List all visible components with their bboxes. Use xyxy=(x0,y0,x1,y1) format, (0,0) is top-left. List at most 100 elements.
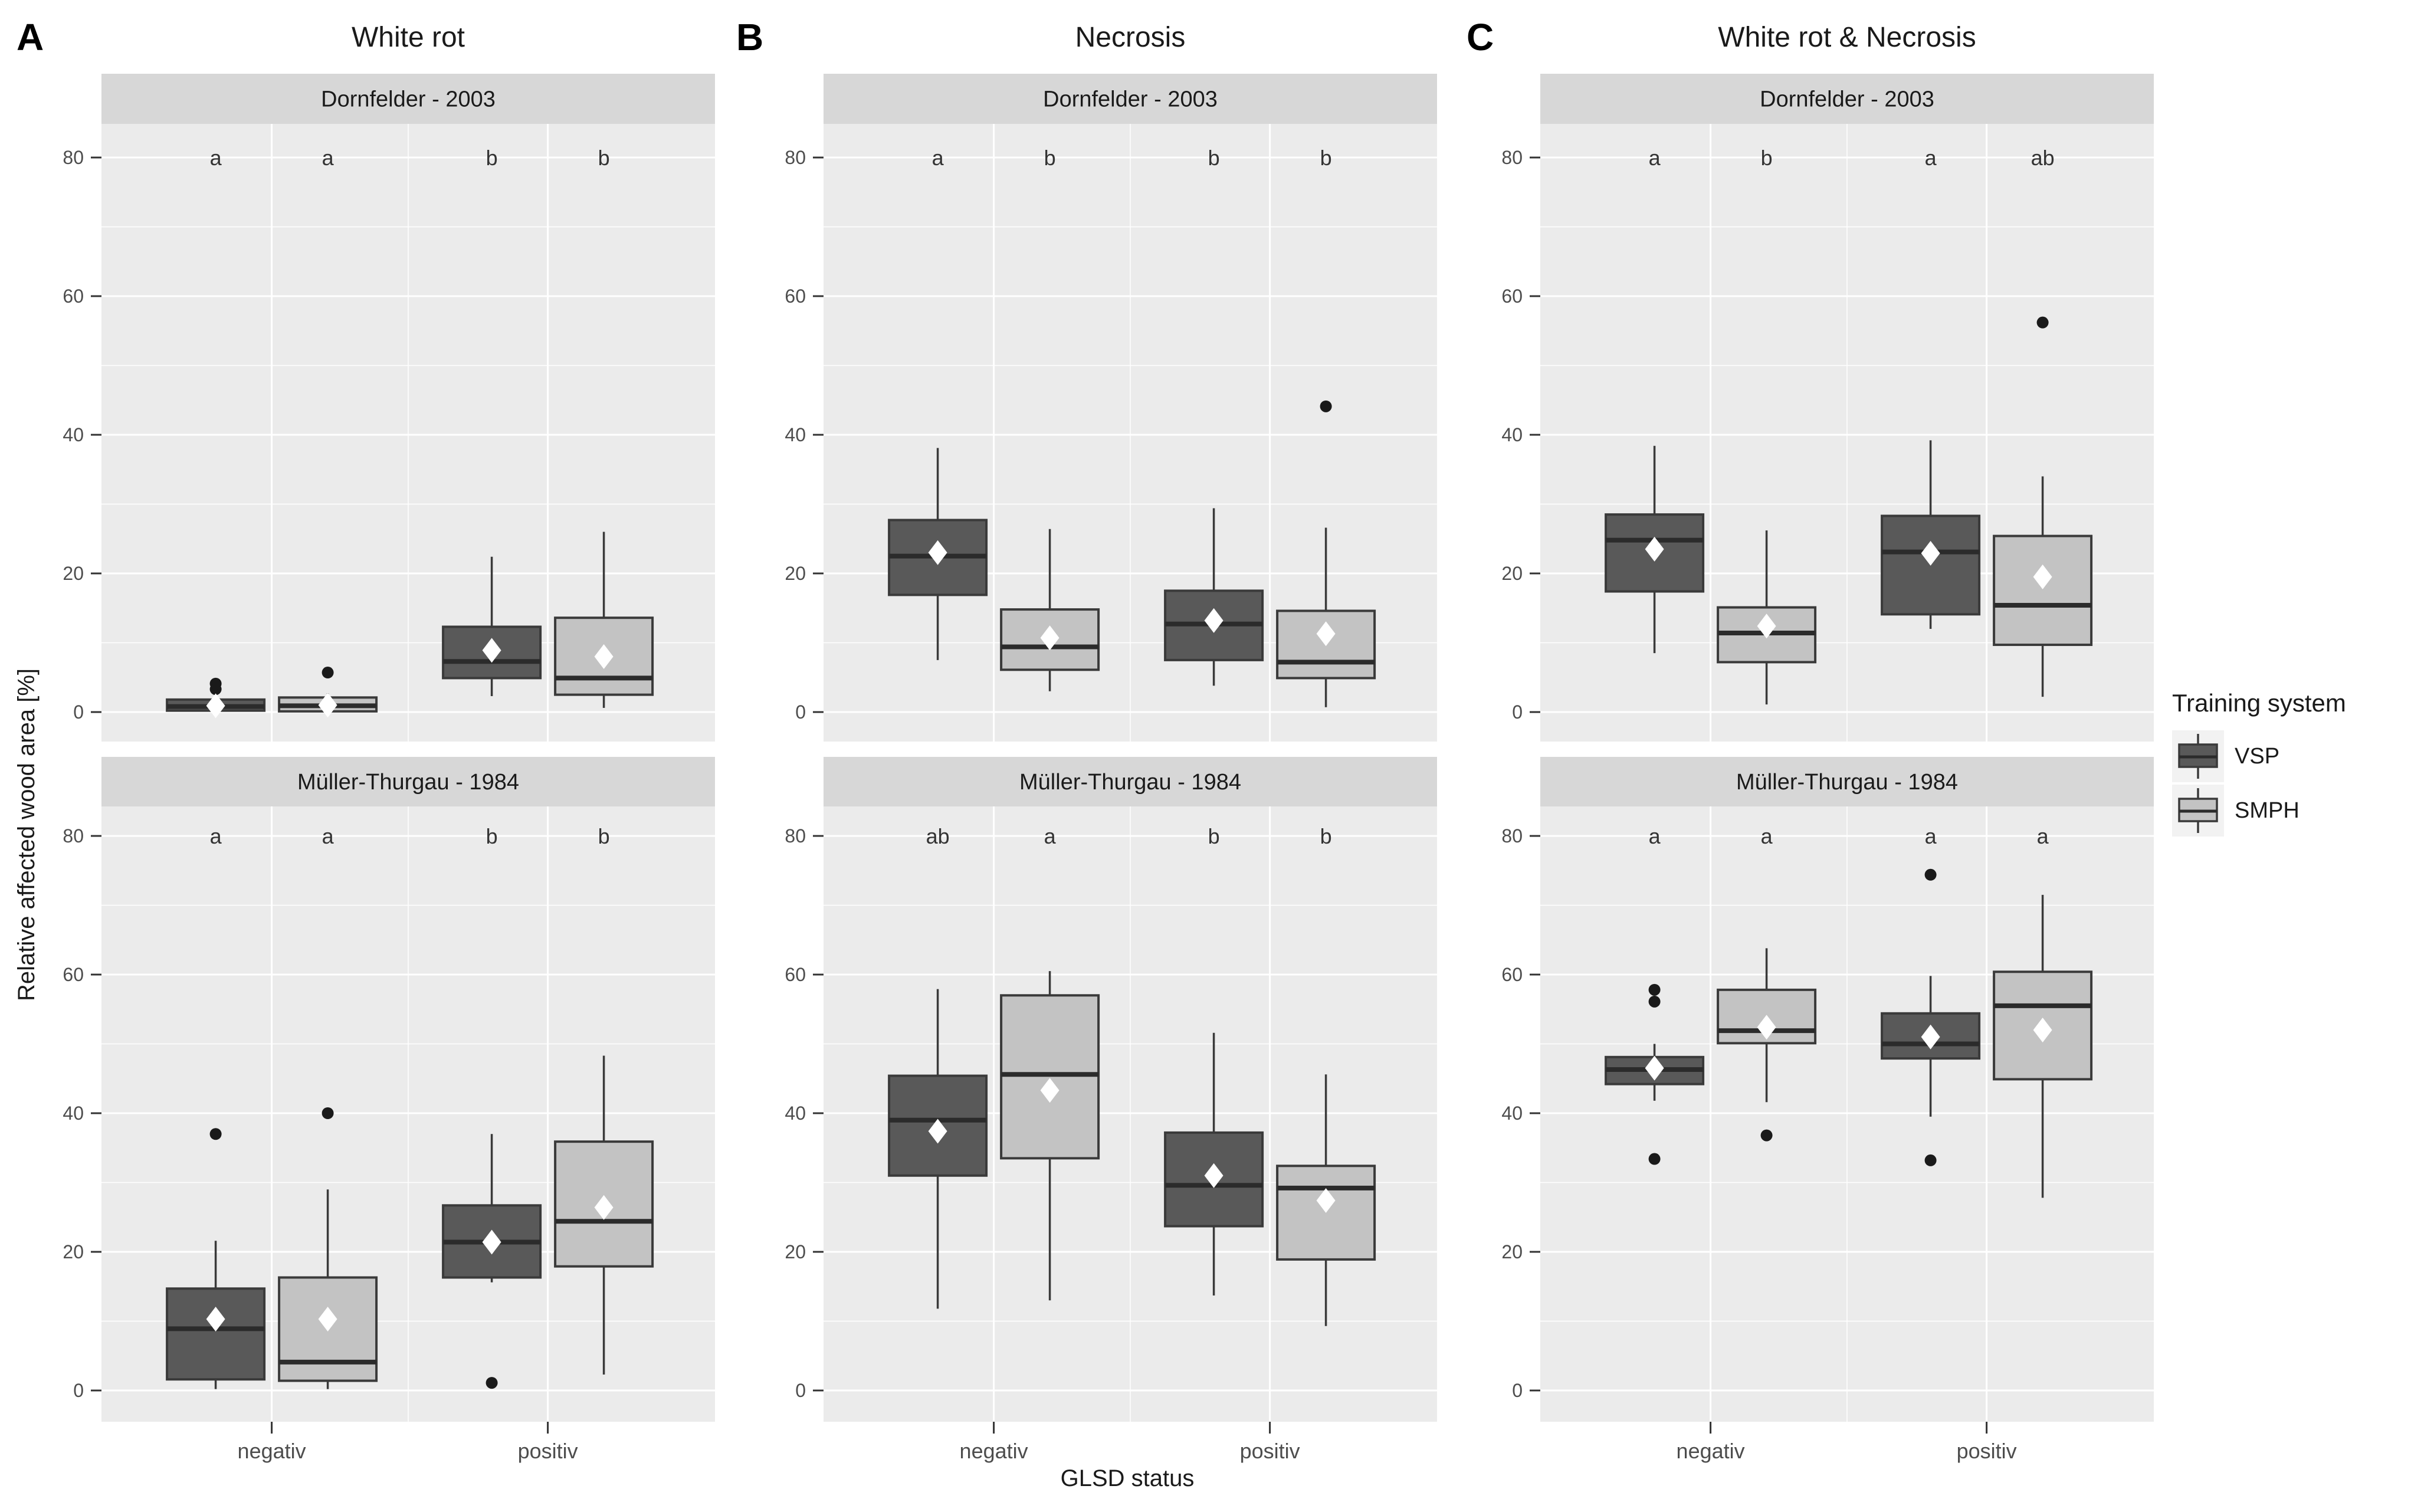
mean-diamond xyxy=(482,1229,501,1255)
y-tick-label: 20 xyxy=(63,563,84,584)
facet-strip-label: Dornfelder - 2003 xyxy=(1760,87,1934,112)
y-tick-label: 0 xyxy=(795,701,806,723)
outlier-point xyxy=(1648,1153,1661,1165)
panel-title-white-rot-necrosis: White rot & Necrosis xyxy=(1718,22,1976,53)
x-axis-title: GLSD status xyxy=(1060,1465,1195,1491)
facet-strip xyxy=(1540,757,2154,806)
x-tick-label: negativ xyxy=(238,1439,306,1463)
mean-diamond xyxy=(1040,625,1059,651)
outlier-point xyxy=(322,1107,334,1119)
mean-diamond xyxy=(928,1119,947,1144)
facet-strip-label: Müller-Thurgau - 1984 xyxy=(1736,770,1958,795)
mean-diamond xyxy=(1921,540,1940,566)
sig-letter: b xyxy=(486,146,498,170)
outlier-point xyxy=(1924,1154,1937,1166)
y-tick-label: 60 xyxy=(1501,964,1523,985)
x-tick-label: negativ xyxy=(1677,1439,1745,1463)
sig-letter: b xyxy=(1320,824,1332,848)
y-tick-label: 80 xyxy=(63,825,84,847)
mean-diamond xyxy=(928,540,947,565)
outlier-point xyxy=(209,677,222,690)
mean-diamond xyxy=(1040,1078,1059,1103)
y-tick-label: 0 xyxy=(1512,1380,1523,1401)
legend-title: Training system xyxy=(2172,689,2346,717)
mean-diamond xyxy=(206,693,225,719)
sig-letter: b xyxy=(598,824,610,848)
sig-letter: a xyxy=(1649,146,1661,170)
mean-diamond xyxy=(206,1306,225,1331)
sig-letter: b xyxy=(1761,146,1773,170)
mean-diamond xyxy=(1645,536,1664,562)
mean-diamond xyxy=(318,1306,337,1331)
facet-strip xyxy=(101,74,715,124)
y-tick-label: 0 xyxy=(1512,701,1523,723)
panel-title-white-rot: White rot xyxy=(351,22,465,53)
y-tick-label: 80 xyxy=(785,825,806,847)
outlier-point xyxy=(1320,400,1332,412)
facet-strip xyxy=(824,757,1437,806)
sig-letter: a xyxy=(1649,824,1661,848)
y-tick-label: 20 xyxy=(63,1241,84,1262)
facet-strip-label: Dornfelder - 2003 xyxy=(1043,87,1218,112)
panel-label-a: A xyxy=(17,16,44,58)
legend: Training system VSP SMPH xyxy=(2172,689,2346,838)
panel-label-c: C xyxy=(1467,16,1494,58)
box-positiv-smph xyxy=(1993,534,2093,647)
mean-diamond xyxy=(1204,1163,1223,1188)
y-tick-label: 0 xyxy=(795,1380,806,1401)
mean-diamond xyxy=(1316,621,1336,647)
legend-label: VSP xyxy=(2235,743,2280,769)
mean-diamond xyxy=(2033,564,2052,589)
mean-diamond xyxy=(1757,1015,1776,1040)
outlier-point xyxy=(486,1377,498,1389)
facet-strip xyxy=(1540,74,2154,124)
y-tick-label: 80 xyxy=(785,147,806,168)
sig-letter: b xyxy=(1208,824,1220,848)
facet-strip-label: Dornfelder - 2003 xyxy=(321,87,496,112)
box-positiv-smph xyxy=(1276,1165,1376,1261)
mean-diamond xyxy=(1316,1188,1336,1213)
y-tick-label: 60 xyxy=(63,286,84,307)
legend-item-smph: SMPH xyxy=(2172,783,2346,838)
y-tick-label: 80 xyxy=(63,147,84,168)
sig-letter: a xyxy=(2037,824,2049,848)
outlier-point xyxy=(1924,868,1937,881)
legend-item-vsp: VSP xyxy=(2172,729,2346,783)
y-tick-label: 40 xyxy=(785,424,806,445)
y-tick-label: 80 xyxy=(1501,147,1523,168)
y-tick-label: 60 xyxy=(785,286,806,307)
facet-strip-label: Müller-Thurgau - 1984 xyxy=(297,770,519,795)
y-tick-label: 0 xyxy=(73,1380,84,1401)
y-tick-label: 20 xyxy=(1501,1241,1523,1262)
mean-diamond xyxy=(1757,614,1776,639)
x-tick-label: positiv xyxy=(518,1439,578,1463)
sig-letter: b xyxy=(598,146,610,170)
sig-letter: ab xyxy=(926,824,950,848)
outlier-point xyxy=(322,667,334,679)
sig-letter: b xyxy=(486,824,498,848)
mean-diamond xyxy=(594,1195,614,1220)
y-tick-label: 0 xyxy=(73,701,84,723)
y-tick-label: 40 xyxy=(785,1103,806,1124)
sig-letter: ab xyxy=(2031,146,2055,170)
box-negativ-vsp xyxy=(166,1287,266,1381)
y-tick-label: 20 xyxy=(785,563,806,584)
y-tick-label: 40 xyxy=(1501,424,1523,445)
mean-diamond xyxy=(2033,1018,2052,1042)
facet-strip xyxy=(101,757,715,806)
y-tick-label: 60 xyxy=(63,964,84,985)
legend-label: SMPH xyxy=(2235,798,2300,823)
box-negativ-smph xyxy=(1000,994,1100,1160)
x-tick-label: negativ xyxy=(960,1439,1028,1463)
legend-items: VSP SMPH xyxy=(2172,729,2346,838)
outlier-point xyxy=(1648,995,1661,1008)
sig-letter: a xyxy=(932,146,944,170)
mean-diamond xyxy=(1204,608,1223,633)
y-axis-title: Relative affected wood area [%] xyxy=(14,668,40,1002)
sig-letter: b xyxy=(1044,146,1056,170)
y-tick-label: 80 xyxy=(1501,825,1523,847)
sig-letter: a xyxy=(1761,824,1773,848)
mean-diamond xyxy=(318,693,337,718)
